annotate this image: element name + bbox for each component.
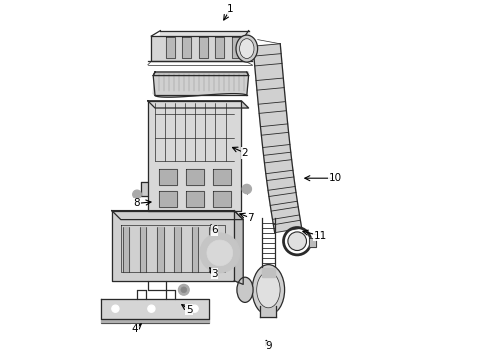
Polygon shape [186, 191, 204, 207]
Polygon shape [101, 299, 209, 319]
Polygon shape [213, 169, 231, 185]
Circle shape [242, 184, 251, 194]
Ellipse shape [257, 272, 280, 308]
Polygon shape [186, 169, 204, 185]
Polygon shape [253, 44, 302, 233]
Polygon shape [234, 211, 243, 284]
Polygon shape [153, 72, 248, 97]
Text: 11: 11 [314, 231, 327, 241]
Polygon shape [112, 211, 234, 281]
Polygon shape [262, 268, 275, 277]
Ellipse shape [252, 265, 285, 315]
Ellipse shape [236, 35, 258, 62]
Polygon shape [216, 37, 224, 58]
Polygon shape [174, 227, 181, 272]
Text: 1: 1 [227, 4, 234, 14]
Circle shape [200, 233, 240, 273]
Text: 2: 2 [242, 148, 248, 158]
Polygon shape [232, 37, 241, 58]
Polygon shape [153, 72, 248, 76]
Circle shape [133, 190, 141, 199]
Polygon shape [157, 227, 164, 272]
Ellipse shape [240, 39, 254, 59]
Polygon shape [166, 37, 175, 58]
Polygon shape [309, 238, 317, 247]
Polygon shape [159, 191, 176, 207]
Circle shape [112, 305, 119, 312]
Ellipse shape [237, 277, 253, 302]
Text: 6: 6 [211, 225, 218, 235]
Text: 4: 4 [132, 324, 139, 334]
Polygon shape [151, 36, 245, 61]
Polygon shape [261, 306, 276, 317]
Text: 3: 3 [211, 269, 218, 279]
Polygon shape [213, 191, 231, 207]
Circle shape [181, 287, 187, 293]
Circle shape [148, 305, 155, 312]
Polygon shape [148, 101, 242, 211]
Polygon shape [209, 227, 216, 272]
Polygon shape [192, 227, 198, 272]
Text: 8: 8 [134, 198, 140, 208]
Text: 5: 5 [186, 305, 193, 315]
Polygon shape [141, 182, 148, 196]
Polygon shape [122, 227, 129, 272]
Circle shape [191, 305, 198, 312]
Polygon shape [148, 101, 248, 108]
Polygon shape [199, 37, 208, 58]
Text: 10: 10 [328, 173, 342, 183]
Polygon shape [182, 37, 192, 58]
Circle shape [288, 232, 307, 251]
Polygon shape [160, 31, 248, 36]
Polygon shape [112, 211, 243, 220]
Circle shape [207, 240, 233, 266]
Polygon shape [159, 169, 176, 185]
Text: 7: 7 [247, 213, 254, 223]
Polygon shape [140, 227, 147, 272]
Text: 9: 9 [265, 341, 272, 351]
Polygon shape [101, 319, 209, 323]
Circle shape [178, 284, 189, 295]
